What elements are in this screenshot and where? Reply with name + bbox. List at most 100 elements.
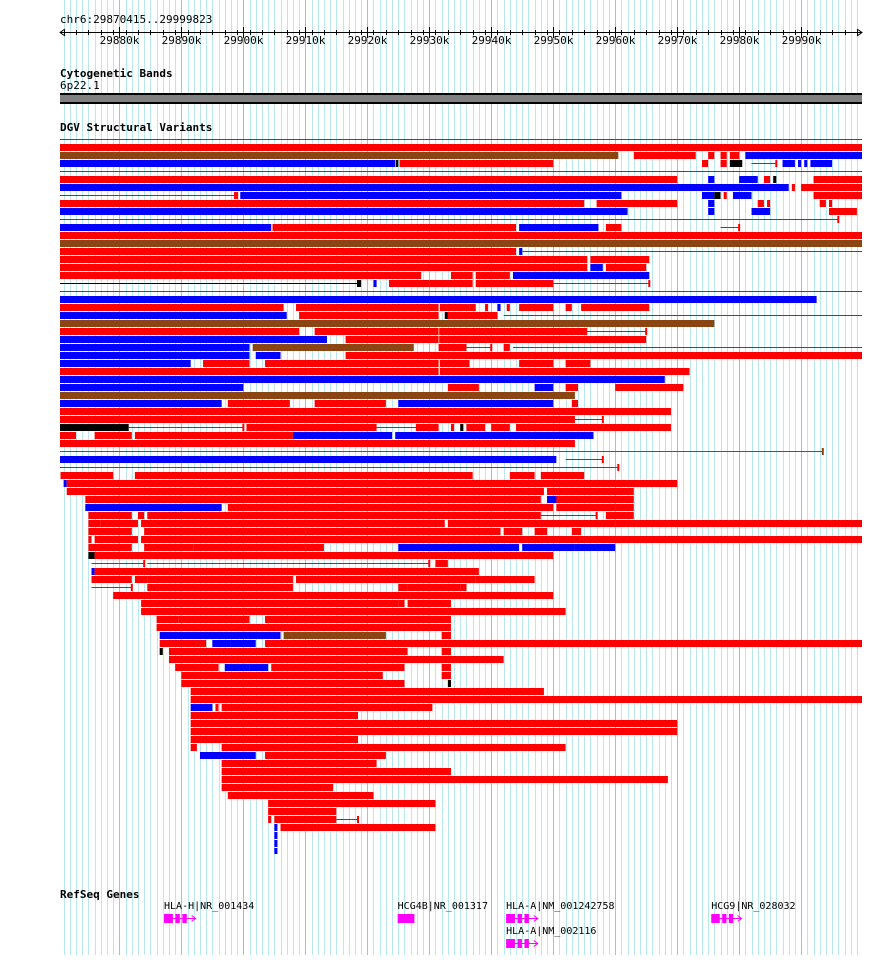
sv-feature[interactable] [729,152,740,159]
sv-feature[interactable] [732,192,752,199]
sv-feature[interactable] [144,544,194,551]
sv-feature[interactable] [137,512,145,519]
sv-feature[interactable] [605,512,634,519]
sv-feature[interactable] [571,528,582,535]
sv-feature[interactable] [399,160,554,167]
sv-feature[interactable] [516,520,616,527]
sv-feature[interactable] [141,536,862,543]
sv-feature[interactable] [398,400,554,407]
sv-feature[interactable] [460,584,467,591]
sv-feature[interactable] [450,424,455,431]
sv-feature[interactable] [215,704,219,711]
cytoband-track-title[interactable]: Cytogenetic Bands [60,67,173,80]
sv-feature[interactable] [224,664,250,671]
sv-feature[interactable] [615,520,862,527]
sv-feature[interactable] [88,536,92,543]
sv-feature[interactable] [265,360,439,367]
sv-feature[interactable] [193,544,306,551]
sv-feature[interactable] [283,632,386,639]
sv-feature[interactable] [439,304,470,311]
sv-feature[interactable] [190,736,359,743]
sv-feature[interactable] [605,264,647,271]
sv-feature[interactable] [708,208,715,215]
sv-feature[interactable] [60,152,619,159]
sv-feature[interactable] [751,208,771,215]
sv-feature[interactable] [701,160,709,167]
sv-feature[interactable] [314,328,439,335]
sv-feature[interactable] [144,528,306,535]
sv-feature[interactable] [66,480,678,487]
sv-feature[interactable] [265,752,386,759]
sv-feature[interactable] [444,312,448,319]
sv-feature[interactable] [296,304,439,311]
sv-feature[interactable] [439,328,486,335]
sv-feature[interactable] [556,504,616,511]
sv-feature[interactable] [272,224,517,231]
sv-feature[interactable] [804,160,808,167]
sv-feature[interactable] [441,648,451,655]
sv-feature[interactable] [190,712,359,719]
sv-feature[interactable] [190,688,544,695]
sv-feature[interactable] [314,400,386,407]
sv-feature[interactable] [88,544,132,551]
sv-feature[interactable] [798,160,802,167]
sv-feature[interactable] [485,304,489,311]
gene-label[interactable]: HCG9|NR_028032 [711,901,796,912]
sv-feature[interactable] [438,344,467,351]
sv-feature[interactable] [268,808,337,815]
sv-feature[interactable] [280,824,436,831]
sv-feature[interactable] [134,432,293,439]
gene-label[interactable]: HCG4B|NR_001317 [397,901,488,912]
sv-feature[interactable] [767,200,771,207]
sv-feature[interactable] [60,224,272,231]
sv-feature[interactable] [516,424,671,431]
sv-feature[interactable] [358,280,362,287]
sv-feature[interactable] [439,368,690,375]
sv-feature[interactable] [720,152,727,159]
sv-feature[interactable] [60,320,715,327]
sv-feature[interactable] [60,352,250,359]
sv-feature[interactable] [633,152,696,159]
sv-feature[interactable] [757,200,764,207]
sv-feature[interactable] [265,616,451,623]
sv-feature[interactable] [447,312,498,319]
sv-feature[interactable] [60,296,817,303]
sv-feature[interactable] [63,480,67,487]
sv-feature[interactable] [190,720,678,727]
sv-feature[interactable] [739,176,758,183]
refseq-track-title[interactable]: RefSeq Genes [60,888,140,901]
sv-feature[interactable] [345,336,439,343]
sv-feature[interactable] [729,160,743,167]
sv-feature[interactable] [60,312,287,319]
sv-feature[interactable] [373,280,377,287]
sv-feature[interactable] [221,760,377,767]
sv-feature[interactable] [485,336,647,343]
sv-feature[interactable] [810,160,833,167]
sv-feature[interactable] [147,584,293,591]
sv-feature[interactable] [439,360,470,367]
sv-feature[interactable] [439,336,486,343]
sv-feature[interactable] [615,504,634,511]
sv-feature[interactable] [88,520,101,527]
sv-feature[interactable] [475,576,535,583]
sv-feature[interactable] [265,640,862,647]
sv-feature[interactable] [66,488,544,495]
sv-feature[interactable] [141,608,566,615]
sv-feature[interactable] [60,344,250,351]
sv-feature[interactable] [596,200,610,207]
sv-feature[interactable] [485,328,588,335]
sv-feature[interactable] [168,656,504,663]
sv-feature[interactable] [60,328,300,335]
sv-feature[interactable] [782,160,795,167]
sv-feature[interactable] [94,536,138,543]
sv-feature[interactable] [519,304,554,311]
dgv-variant-track[interactable] [0,134,890,854]
sv-feature[interactable] [60,240,862,247]
gene-label[interactable]: HLA-A|NM_001242758 [506,901,615,912]
sv-feature[interactable] [240,192,622,199]
sv-feature[interactable] [491,424,510,431]
sv-feature[interactable] [141,520,445,527]
sv-feature[interactable] [203,360,250,367]
sv-feature[interactable] [305,528,405,535]
sv-feature[interactable] [791,184,795,191]
